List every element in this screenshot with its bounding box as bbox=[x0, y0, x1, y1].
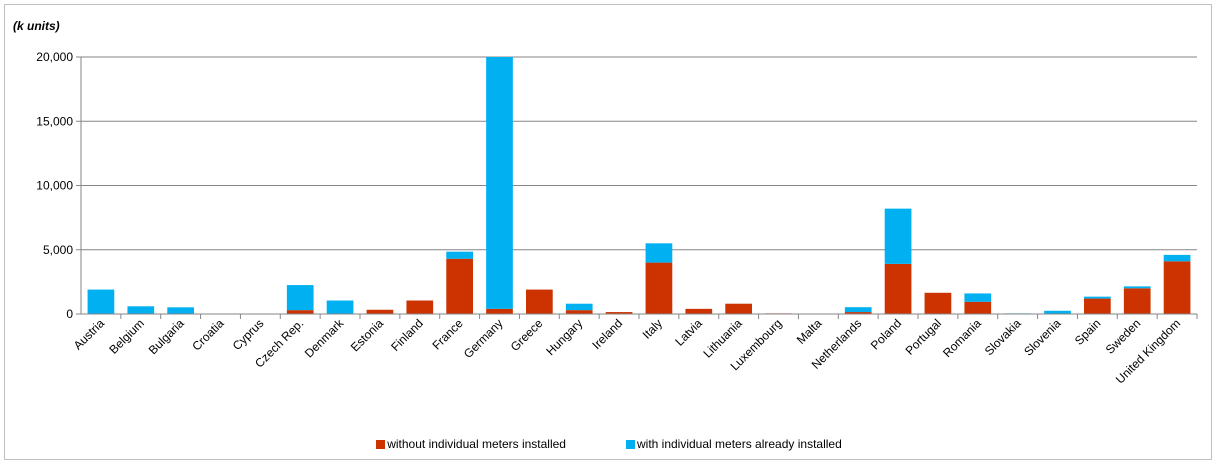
x-category-label: Spain bbox=[1072, 316, 1104, 348]
x-category-label: Poland bbox=[868, 316, 904, 352]
x-category-label: Romania bbox=[940, 316, 984, 360]
bar-sweden-series-0 bbox=[1123, 288, 1151, 314]
bar-finland-series-0 bbox=[406, 300, 434, 314]
y-tick-label: 20,000 bbox=[36, 50, 73, 64]
x-category-label: Italy bbox=[640, 316, 665, 341]
x-category-label: Hungary bbox=[543, 316, 585, 358]
bar-netherlands-series-0 bbox=[844, 312, 872, 314]
bar-lithuania-series-0 bbox=[725, 303, 752, 314]
x-category-label: Malta bbox=[794, 316, 825, 347]
x-category-label: Greece bbox=[508, 316, 546, 354]
x-category-label: Belgium bbox=[106, 316, 147, 357]
bar-belgium-series-1 bbox=[127, 306, 155, 314]
legend-swatch-with-meters bbox=[625, 439, 635, 449]
bar-romania-series-1 bbox=[964, 293, 992, 302]
legend-item-without-meters: without individual meters installed bbox=[376, 437, 566, 451]
y-tick-label: 0 bbox=[66, 307, 73, 321]
bar-denmark-series-1 bbox=[326, 300, 354, 314]
bar-slovenia-series-1 bbox=[1044, 310, 1071, 314]
x-category-label: Ireland bbox=[589, 316, 625, 352]
legend-swatch-without-meters bbox=[376, 439, 386, 449]
y-tick-label: 15,000 bbox=[36, 114, 73, 128]
bar-germany-series-1 bbox=[486, 57, 513, 309]
bar-greece-series-0 bbox=[526, 289, 553, 314]
legend-label-without-meters: without individual meters installed bbox=[387, 437, 566, 451]
x-category-label: Estonia bbox=[348, 316, 386, 354]
x-category-label: Germany bbox=[461, 316, 506, 361]
bar-czech-rep--series-0 bbox=[286, 310, 314, 314]
y-unit-label: (k units) bbox=[13, 19, 60, 33]
x-category-label: Croatia bbox=[189, 316, 226, 353]
bar-hungary-series-0 bbox=[565, 310, 593, 314]
bar-latvia-series-0 bbox=[685, 308, 713, 314]
x-category-label: Slovenia bbox=[1021, 316, 1064, 359]
x-category-label: Cyprus bbox=[230, 316, 267, 353]
bar-italy-series-1 bbox=[645, 243, 673, 263]
bar-portugal-series-0 bbox=[924, 292, 952, 314]
bar-spain-series-0 bbox=[1084, 298, 1111, 314]
x-category-label: Portugal bbox=[903, 316, 945, 358]
bar-united-kingdom-series-1 bbox=[1163, 254, 1191, 262]
x-category-label: Slovakia bbox=[982, 316, 1024, 358]
y-tick-label: 5,000 bbox=[43, 243, 73, 257]
x-category-label: Finland bbox=[388, 316, 426, 354]
x-category-label: Austria bbox=[71, 316, 108, 353]
x-category-label: Latvia bbox=[672, 316, 705, 349]
x-category-label: Denmark bbox=[302, 316, 347, 361]
bar-bulgaria-series-1 bbox=[167, 307, 194, 314]
bar-romania-series-0 bbox=[964, 301, 992, 314]
chart-legend: without individual meters installed with… bbox=[5, 437, 1213, 451]
bar-ireland-series-0 bbox=[605, 312, 633, 314]
bar-austria-series-1 bbox=[87, 289, 115, 314]
bar-france-series-1 bbox=[446, 251, 473, 259]
bar-poland-series-1 bbox=[884, 208, 912, 264]
y-tick-label: 10,000 bbox=[36, 179, 73, 193]
legend-item-with-meters: with individual meters already installed bbox=[625, 437, 842, 451]
x-category-label: France bbox=[429, 316, 466, 353]
x-category-label: Bulgaria bbox=[146, 316, 187, 357]
x-category-label: Sweden bbox=[1103, 316, 1144, 357]
bar-czech-rep--series-1 bbox=[286, 285, 314, 311]
bar-netherlands-series-1 bbox=[844, 307, 872, 313]
bar-sweden-series-1 bbox=[1123, 286, 1151, 289]
legend-label-with-meters: with individual meters already installed bbox=[636, 437, 842, 451]
bar-hungary-series-1 bbox=[565, 303, 593, 311]
bar-germany-series-0 bbox=[486, 308, 513, 314]
bar-estonia-series-0 bbox=[366, 309, 394, 314]
stacked-bar-chart: 0 5,000 10,000 15,000 20,000 Austria BelgiumBu… bbox=[36, 50, 1198, 387]
bar-united-kingdom-series-0 bbox=[1163, 261, 1191, 314]
bar-spain-series-1 bbox=[1084, 296, 1111, 299]
bar-italy-series-0 bbox=[645, 262, 673, 314]
bar-poland-series-0 bbox=[884, 263, 912, 314]
bar-france-series-0 bbox=[446, 258, 473, 314]
chart-frame: (k units) 0 5,000 10,000 15,000 20,000 Austri… bbox=[4, 4, 1212, 460]
